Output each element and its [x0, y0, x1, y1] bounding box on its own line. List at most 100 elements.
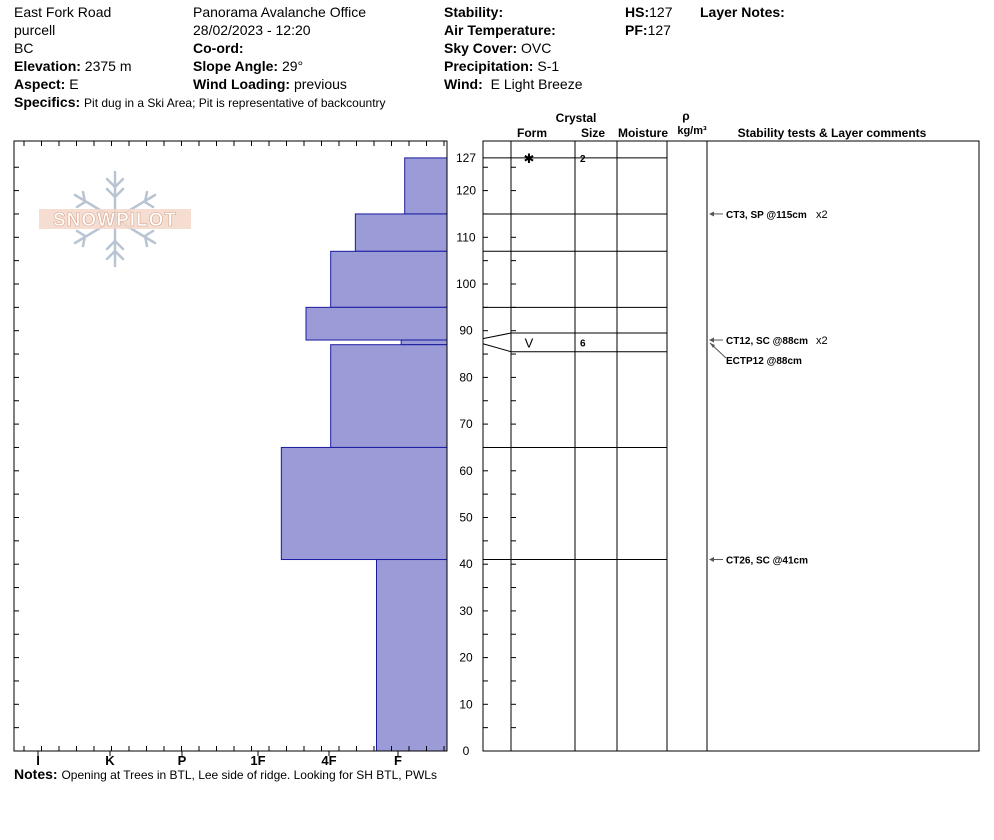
size-header: Size: [581, 126, 605, 140]
hardness-bar-4: [400, 339, 448, 346]
moisture-header: Moisture: [618, 126, 668, 140]
wind-loading-value: previous: [293, 76, 347, 92]
stability-arrowhead: [709, 211, 714, 217]
layer-tie-line: [482, 332, 512, 340]
rho-header: ρ: [682, 109, 689, 123]
hardness-label: I: [36, 753, 40, 768]
slope-label: Slope Angle:: [193, 58, 279, 74]
stability-test-3: CT26, SC @41cm: [726, 556, 808, 567]
snowpilot-logo: SNOWPILOT: [39, 170, 191, 268]
height-label: 70: [459, 417, 473, 431]
stability-arrowhead: [709, 557, 714, 563]
hardness-bar-7: [376, 559, 448, 752]
precip-label: Precipitation:: [444, 58, 534, 74]
crystal-size-1: 6: [580, 338, 586, 349]
height-label: 100: [456, 277, 476, 291]
height-label: 30: [459, 604, 473, 618]
hardness-bar-5: [330, 344, 448, 448]
stability-count-0: x2: [816, 209, 828, 221]
state-name: BC: [14, 40, 34, 56]
height-label: 120: [456, 184, 476, 198]
specifics-label: Specifics:: [14, 94, 81, 110]
pf-label: PF:: [625, 22, 648, 38]
hardness-label: K: [105, 753, 115, 768]
sky-cover-row: Sky Cover: OVC: [444, 39, 551, 57]
elevation-label: Elevation:: [14, 58, 81, 74]
aspect-value: E: [69, 76, 79, 92]
specifics-row: Specifics: Pit dug in a Ski Area; Pit is…: [14, 93, 386, 112]
wind-value: E Light Breeze: [490, 76, 583, 92]
height-label: 50: [459, 511, 473, 525]
observer-name: Panorama Avalanche Office: [193, 4, 367, 20]
height-label: 80: [459, 370, 473, 384]
hardness-bar-6: [280, 446, 448, 561]
air-temp-row: Air Temperature:: [444, 21, 556, 39]
wind-row: Wind: E Light Breeze: [444, 75, 582, 93]
wind-loading-label: Wind Loading:: [193, 76, 291, 92]
precip-value: S-1: [537, 58, 560, 74]
stability-count-1: x2: [816, 335, 828, 347]
wind-loading-row: Wind Loading: previous: [193, 75, 347, 93]
height-label: 0: [463, 744, 470, 758]
elevation-row: Elevation: 2375 m: [14, 57, 132, 75]
crystal-form-0: ✱: [524, 151, 535, 166]
crystal-header: Crystal: [556, 111, 597, 125]
stability-arrowhead: [709, 337, 714, 343]
layer-table-frame: [482, 140, 980, 752]
height-label: 110: [456, 230, 475, 244]
stability-test-1: CT12, SC @88cm: [726, 336, 808, 347]
air-temp-label: Air Temperature:: [444, 22, 556, 38]
layer-notes-row: Layer Notes:: [700, 3, 785, 21]
crystal-size-0: 2: [580, 154, 586, 165]
coord-label: Co-ord:: [193, 40, 244, 56]
hardness-label: 1F: [250, 753, 265, 768]
range-name: purcell: [14, 22, 56, 38]
sky-cover-value: OVC: [521, 40, 552, 56]
hs-value: 127: [649, 4, 673, 20]
height-label: 10: [459, 697, 473, 711]
coord-row: Co-ord:: [193, 39, 244, 57]
layer-tie-line: [482, 343, 512, 353]
wind-label: Wind:: [444, 76, 483, 92]
crystal-form-1: V: [525, 335, 534, 350]
height-label: 20: [459, 651, 473, 665]
comments-header: Stability tests & Layer comments: [738, 126, 927, 140]
hardness-plot-frame: [13, 140, 448, 752]
density-unit-header: kg/m³: [677, 125, 707, 137]
hardness-bar-3: [305, 306, 448, 341]
slope-value: 29°: [281, 58, 304, 74]
hardness-label: 4F: [321, 753, 336, 768]
notes-row: Notes: Opening at Trees in BTL, Lee side…: [14, 765, 437, 784]
sky-cover-label: Sky Cover:: [444, 40, 518, 56]
elevation-value: 2375 m: [84, 58, 132, 74]
aspect-label: Aspect:: [14, 76, 66, 92]
notes-label: Notes:: [14, 766, 58, 782]
hs-row: HS:127: [625, 3, 672, 21]
hardness-bar-0: [404, 157, 448, 215]
hardness-label: P: [178, 753, 187, 768]
height-label: 90: [459, 324, 473, 338]
hardness-bar-1: [354, 213, 448, 252]
stability-arrowhead: [710, 343, 715, 349]
stability-test-0: CT3, SP @115cm: [726, 210, 807, 221]
pf-row: PF:127: [625, 21, 671, 39]
logo-text: SNOWPILOT: [53, 210, 177, 231]
aspect-row: Aspect: E: [14, 75, 79, 93]
hs-label: HS:: [625, 4, 650, 20]
slope-row: Slope Angle: 29°: [193, 57, 303, 75]
stability-label: Stability:: [444, 4, 504, 20]
height-label: 127: [456, 151, 476, 165]
specifics-value: Pit dug in a Ski Area; Pit is representa…: [84, 96, 386, 110]
stability-row: Stability:: [444, 3, 503, 21]
height-label: 40: [459, 557, 473, 571]
precip-row: Precipitation: S-1: [444, 57, 559, 75]
location-name: East Fork Road: [14, 4, 112, 20]
observation-datetime: 28/02/2023 - 12:20: [193, 22, 311, 38]
pf-value: 127: [647, 22, 671, 38]
form-header: Form: [517, 126, 547, 140]
hardness-bar-2: [330, 250, 448, 308]
height-label: 60: [459, 464, 473, 478]
notes-value: Opening at Trees in BTL, Lee side of rid…: [61, 768, 437, 782]
hardness-label: F: [394, 753, 402, 768]
